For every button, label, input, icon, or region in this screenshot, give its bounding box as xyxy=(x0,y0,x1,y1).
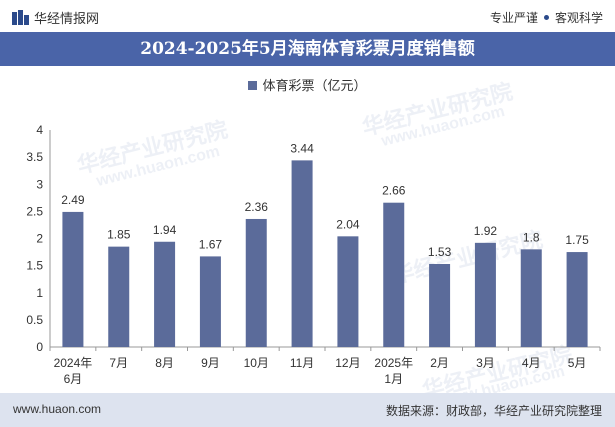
chart-title: 2024-2025年5月海南体育彩票月度销售额 xyxy=(0,32,615,66)
x-tick-label: 12月 xyxy=(335,356,360,370)
bar xyxy=(566,252,588,347)
slogan-1: 专业严谨 xyxy=(489,11,538,25)
data-label: 1.67 xyxy=(199,237,223,251)
footer-source: 数据来源：财政部，华经产业研究院整理 xyxy=(385,404,602,418)
data-label: 2.36 xyxy=(245,200,269,214)
footer: www.huaon.com 数据来源：财政部，华经产业研究院整理 xyxy=(0,393,615,427)
bar xyxy=(154,241,176,347)
data-label: 1.92 xyxy=(474,224,498,238)
bar xyxy=(520,249,542,347)
data-label: 3.44 xyxy=(290,141,314,155)
logo-text: 华经情报网 xyxy=(34,11,100,26)
y-tick-label: 2.5 xyxy=(26,204,43,218)
data-label: 2.04 xyxy=(336,217,360,231)
y-tick-label: 4 xyxy=(36,123,43,137)
y-tick-label: 3 xyxy=(36,177,43,191)
x-tick-label: 2025年 1月 xyxy=(374,356,413,386)
data-label: 1.75 xyxy=(565,233,589,247)
data-label: 1.94 xyxy=(153,223,177,237)
y-tick-label: 0 xyxy=(36,340,43,354)
bar xyxy=(291,160,313,347)
x-tick-label: 4月 xyxy=(522,356,541,370)
data-label: 2.49 xyxy=(61,193,85,207)
legend: 体育彩票（亿元） xyxy=(0,75,615,94)
x-tick-label: 10月 xyxy=(244,356,269,370)
y-tick-label: 2 xyxy=(36,232,43,246)
bar xyxy=(474,242,496,347)
y-tick-label: 1 xyxy=(36,286,43,300)
data-label: 1.53 xyxy=(428,245,452,259)
site-logo[interactable]: 华经情报网 xyxy=(12,8,99,27)
x-tick-label: 2月 xyxy=(430,356,449,370)
x-tick-label: 8月 xyxy=(155,356,174,370)
bar xyxy=(383,202,405,347)
legend-swatch xyxy=(248,81,258,91)
top-header: 华经情报网 专业严谨 客观科学 xyxy=(0,0,615,32)
logo-icon xyxy=(12,10,29,25)
y-tick-label: 0.5 xyxy=(26,313,43,327)
data-label: 1.8 xyxy=(523,230,540,244)
data-label: 2.66 xyxy=(382,184,406,198)
x-tick-label: 2024年 6月 xyxy=(54,356,93,386)
bar-chart: 0 0.5 1 1.5 2 2.5 3 3.5 4 2.49 2024年 6月 1.85 7月 1.94 8月… xyxy=(26,123,601,386)
footer-website[interactable]: www.huaon.com xyxy=(13,402,102,416)
y-tick-label: 3.5 xyxy=(26,150,43,164)
legend-label: 体育彩票（亿元） xyxy=(262,78,367,93)
x-tick-label: 5月 xyxy=(568,356,587,370)
slogan: 专业严谨 客观科学 xyxy=(490,9,603,26)
bar xyxy=(245,218,267,347)
bar xyxy=(62,211,84,347)
bar xyxy=(199,256,221,347)
separator-dot-icon xyxy=(543,15,549,20)
data-label: 1.85 xyxy=(107,228,131,242)
bar xyxy=(429,263,451,347)
bar xyxy=(337,236,359,347)
x-tick-label: 11月 xyxy=(290,356,314,370)
x-tick-label: 7月 xyxy=(109,356,128,370)
bar xyxy=(108,246,130,347)
y-tick-label: 1.5 xyxy=(26,259,43,273)
x-tick-label: 9月 xyxy=(201,356,220,370)
slogan-2: 客观科学 xyxy=(554,11,603,25)
x-tick-label: 3月 xyxy=(476,356,495,370)
